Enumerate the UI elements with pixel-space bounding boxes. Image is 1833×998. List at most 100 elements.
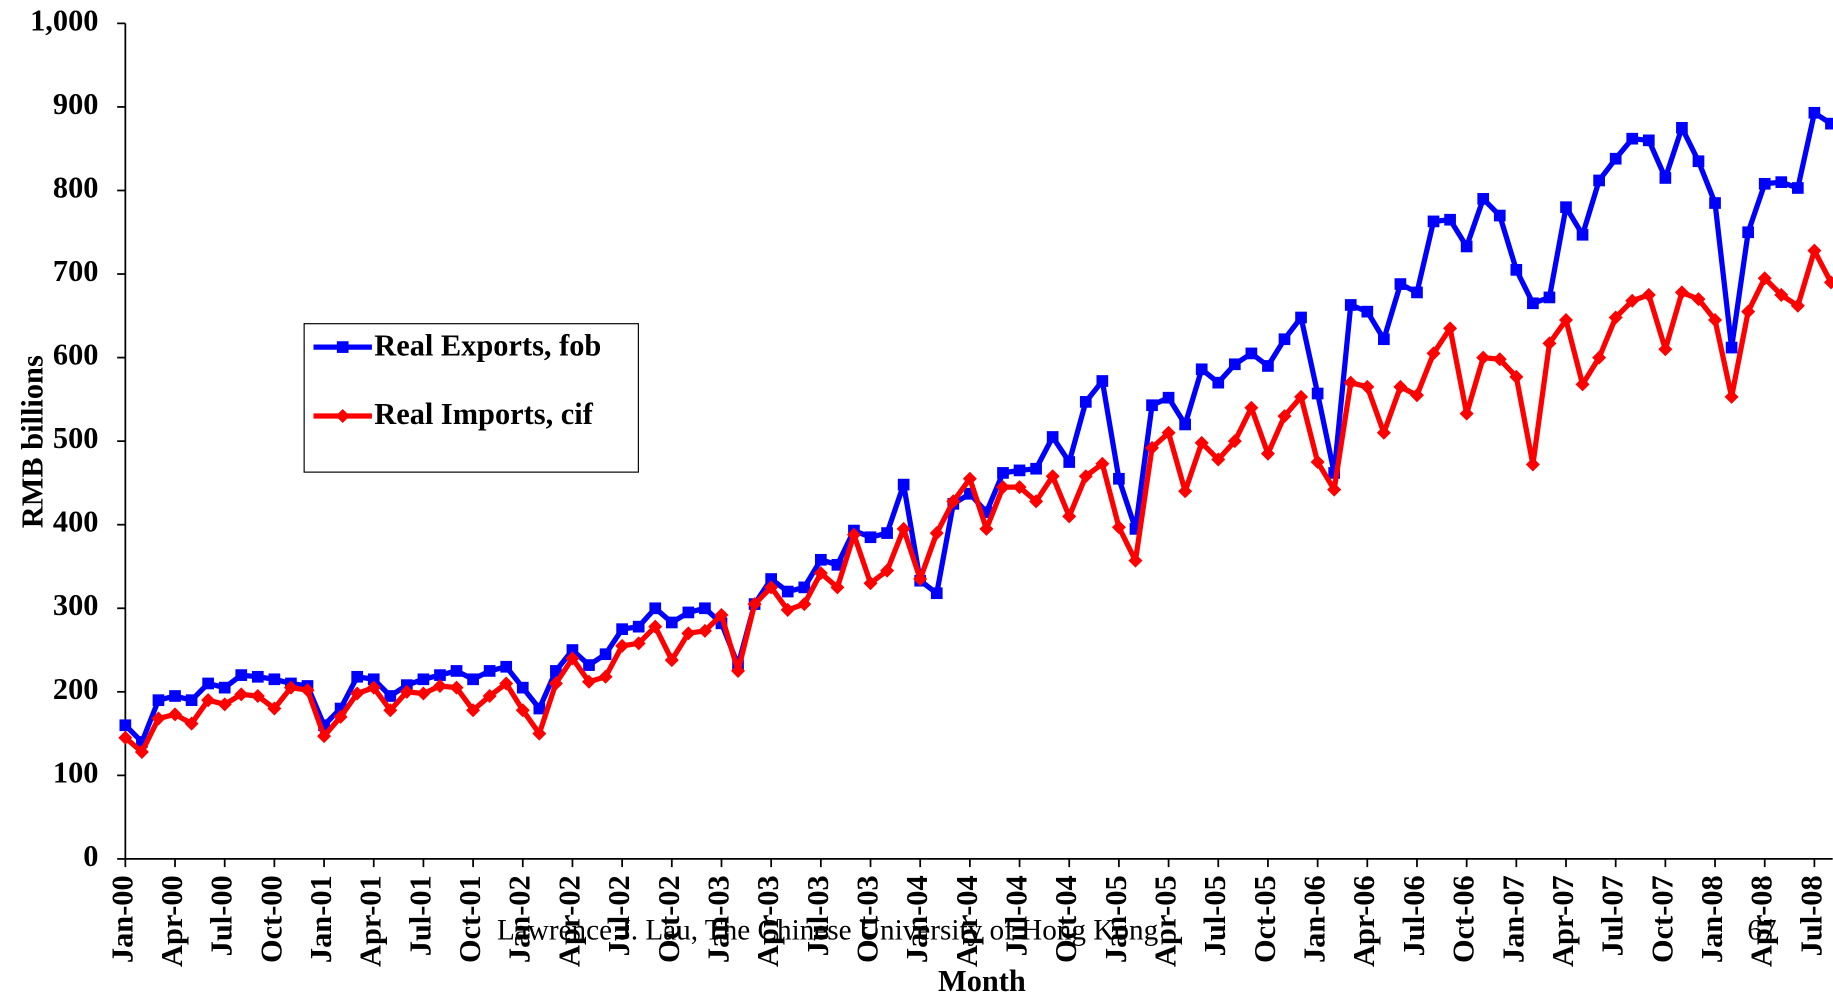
x-tick-label: Apr-07 <box>1546 875 1580 967</box>
marker <box>1510 264 1523 276</box>
marker <box>1709 197 1721 209</box>
x-tick-label: Oct-06 <box>1447 875 1481 963</box>
marker <box>1592 350 1607 365</box>
marker <box>1030 462 1042 475</box>
marker <box>1029 494 1044 509</box>
marker <box>1543 291 1556 304</box>
marker <box>1361 305 1374 318</box>
marker <box>1741 304 1756 319</box>
x-tick-label: Jul-01 <box>403 875 437 956</box>
marker <box>548 676 563 691</box>
x-tick-label: Apr-02 <box>552 875 586 967</box>
marker <box>1310 455 1325 470</box>
marker <box>599 648 612 661</box>
marker <box>1311 387 1324 400</box>
marker <box>813 566 828 581</box>
marker <box>1376 425 1391 440</box>
y-tick-label: 800 <box>53 170 99 204</box>
marker <box>367 673 380 686</box>
marker <box>417 673 430 686</box>
footer-author: Lawrence J. Lau, The Chinese University … <box>497 914 1159 946</box>
x-tick-label: Jan-04 <box>900 875 934 963</box>
marker <box>814 553 827 566</box>
marker <box>665 616 678 629</box>
marker <box>1558 312 1574 328</box>
x-tick-label: Jul-03 <box>801 875 835 956</box>
marker <box>864 531 877 544</box>
marker <box>1062 509 1077 524</box>
x-tick-label: Jan-02 <box>503 875 537 963</box>
marker <box>1078 469 1093 484</box>
marker <box>449 680 464 695</box>
marker <box>1459 406 1474 421</box>
marker <box>780 602 795 617</box>
marker <box>980 506 993 519</box>
marker <box>333 709 348 724</box>
marker <box>930 587 943 600</box>
marker <box>565 651 580 666</box>
marker <box>1443 321 1458 336</box>
marker <box>1774 287 1789 302</box>
marker <box>798 581 811 594</box>
marker <box>533 702 546 715</box>
marker <box>267 701 282 716</box>
marker <box>1012 480 1027 495</box>
marker <box>234 687 249 702</box>
marker <box>1659 172 1672 184</box>
y-tick-label: 600 <box>53 338 99 372</box>
marker <box>946 494 961 509</box>
marker <box>1393 379 1408 394</box>
marker <box>1046 431 1059 443</box>
marker <box>500 660 513 673</box>
legend-label: Real Exports, fob <box>374 329 602 363</box>
footer-page: 67 <box>1747 914 1776 946</box>
marker <box>134 744 149 759</box>
marker <box>1178 484 1193 499</box>
y-tick-label: 400 <box>53 505 99 539</box>
x-tick-label: Jul-07 <box>1596 875 1630 956</box>
marker <box>300 683 315 698</box>
x-tick-label: Apr-04 <box>950 875 984 967</box>
marker <box>218 681 231 694</box>
marker <box>152 694 165 707</box>
marker <box>1823 275 1833 290</box>
marker <box>1625 293 1640 308</box>
marker <box>1427 215 1440 228</box>
marker <box>1426 346 1441 361</box>
marker <box>515 703 530 718</box>
marker <box>1691 292 1706 307</box>
marker <box>1211 452 1226 467</box>
marker <box>964 487 976 500</box>
marker <box>250 688 265 704</box>
y-tick-label: 1,000 <box>30 3 98 37</box>
marker <box>1692 155 1705 168</box>
marker <box>1262 360 1274 372</box>
x-tick-label: Apr-05 <box>1149 875 1183 967</box>
marker <box>201 693 216 708</box>
marker <box>1542 336 1557 351</box>
marker <box>863 576 878 591</box>
y-tick-label: 200 <box>53 672 99 706</box>
x-tick-label: Jan-07 <box>1496 875 1530 963</box>
marker <box>136 736 148 748</box>
marker <box>1244 400 1259 415</box>
marker <box>615 638 630 653</box>
marker <box>1277 409 1292 424</box>
legend-label: Real Imports, cif <box>374 398 593 432</box>
marker <box>1095 456 1110 471</box>
marker <box>1593 174 1605 187</box>
y-tick-label: 0 <box>83 839 98 873</box>
marker <box>384 690 397 702</box>
marker <box>550 665 562 677</box>
marker <box>1394 278 1407 290</box>
marker <box>1477 192 1490 205</box>
marker <box>1409 388 1424 403</box>
marker <box>1674 285 1689 300</box>
x-tick-label: Apr-08 <box>1745 875 1779 967</box>
marker <box>283 680 298 695</box>
marker <box>1576 228 1589 241</box>
x-tick-label: Apr-06 <box>1347 875 1381 967</box>
marker <box>532 726 547 741</box>
marker <box>1609 152 1622 165</box>
